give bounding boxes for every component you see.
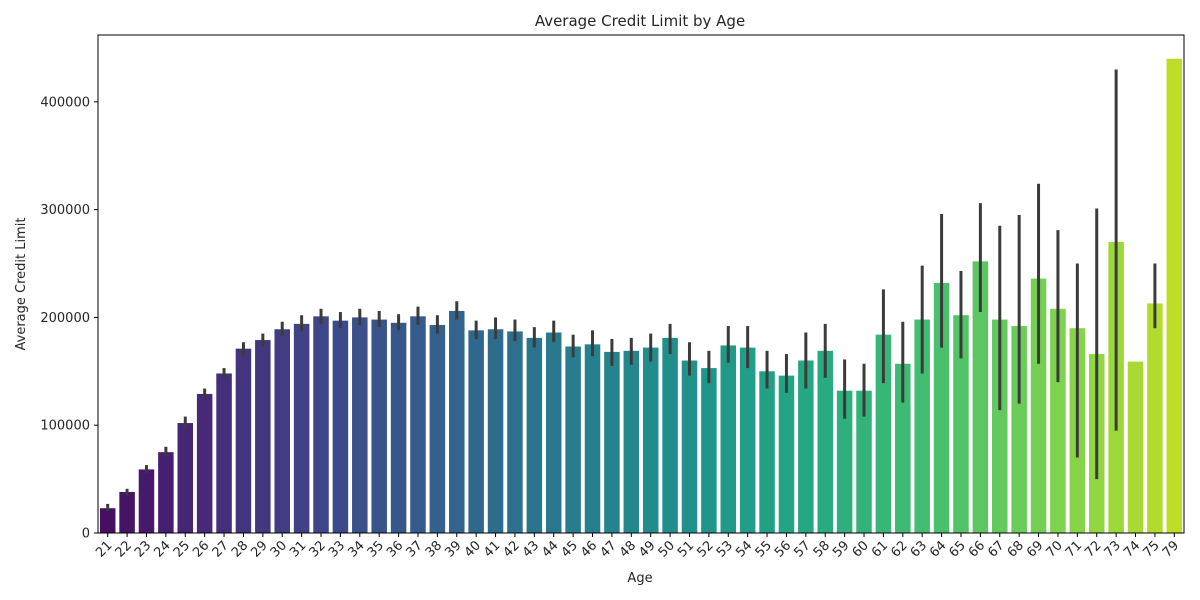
x-tick-label: 79: [1160, 538, 1182, 560]
bar-age-63: [914, 319, 930, 533]
bar-age-32: [313, 316, 329, 533]
y-tick-label: 0: [82, 527, 90, 542]
bar-age-59: [836, 390, 853, 533]
y-axis: 0 100000 200000 300000 400000: [40, 95, 98, 542]
bar-age-56: [778, 375, 795, 533]
bar-age-51: [681, 360, 698, 533]
bar-age-54: [739, 347, 756, 533]
y-tick-label: 300000: [40, 203, 90, 218]
x-axis: 2122232425262728293031323334353637383940…: [93, 533, 1182, 561]
bar-age-34: [352, 317, 368, 533]
bar-age-47: [604, 351, 620, 533]
bar-age-28: [235, 348, 252, 533]
bar-age-53: [720, 345, 737, 533]
bar-age-44: [545, 332, 562, 533]
bar-age-43: [526, 337, 543, 533]
bar-age-48: [623, 350, 640, 533]
bar-age-23: [138, 469, 155, 533]
bar-age-55: [759, 371, 775, 533]
bar-age-75: [1147, 303, 1163, 533]
bar-age-38: [429, 324, 446, 533]
bar-age-49: [642, 347, 659, 533]
bar-age-35: [371, 319, 387, 533]
bar-age-65: [953, 315, 969, 533]
bar-age-50: [662, 337, 678, 533]
bar-age-42: [507, 331, 523, 533]
y-tick-label: 400000: [40, 95, 90, 110]
bar-age-60: [856, 390, 872, 533]
bar-age-22: [119, 492, 135, 533]
error-bars-layer: [106, 69, 1157, 512]
bar-age-74: [1127, 361, 1144, 533]
bar-age-62: [895, 363, 911, 533]
bar-age-33: [332, 320, 349, 533]
y-tick-label: 100000: [40, 419, 90, 434]
bar-age-67: [992, 319, 1008, 533]
bar-age-21: [99, 508, 116, 533]
bar-age-64: [933, 282, 950, 533]
y-axis-label: Average Credit Limit: [14, 218, 29, 351]
bar-age-46: [584, 344, 601, 533]
chart-title: Average Credit Limit by Age: [535, 12, 745, 30]
bar-age-40: [468, 330, 484, 533]
bar-age-68: [1011, 326, 1027, 533]
bar-age-26: [196, 393, 213, 533]
plot-area-frame: [97, 34, 1185, 534]
bar-age-52: [701, 368, 717, 533]
bar-age-41: [487, 329, 504, 533]
bar-age-61: [875, 334, 892, 533]
bar-age-39: [449, 310, 465, 533]
bar-age-45: [565, 346, 581, 533]
x-axis-label: Age: [627, 571, 652, 586]
bar-age-37: [410, 316, 426, 533]
bar-age-29: [255, 340, 271, 533]
bar-age-30: [274, 329, 290, 533]
bar-age-24: [158, 452, 174, 533]
bar-age-57: [798, 360, 814, 533]
bar-age-79: [1166, 58, 1183, 534]
bar-age-25: [177, 423, 194, 533]
y-tick-label: 200000: [40, 311, 90, 326]
bar-age-27: [216, 373, 232, 533]
bar-age-36: [390, 322, 407, 533]
bar-age-66: [972, 261, 989, 533]
bar-age-58: [817, 350, 833, 533]
bar-age-70: [1050, 308, 1066, 533]
bar-age-31: [293, 323, 310, 533]
bar-age-69: [1030, 278, 1047, 533]
